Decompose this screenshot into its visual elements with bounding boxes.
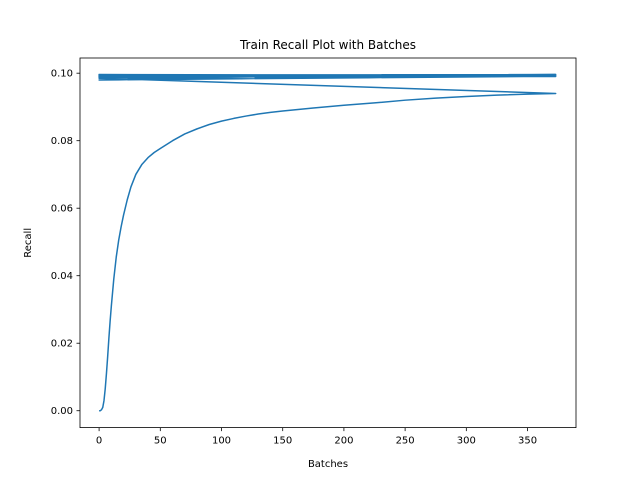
- x-tick-label: 250: [396, 436, 415, 447]
- x-tick-label: 100: [212, 436, 231, 447]
- x-tick-label: 300: [457, 436, 476, 447]
- axes-frame: [79, 57, 577, 429]
- y-tick-label: 0.02: [51, 339, 73, 350]
- x-tick-label: 150: [273, 436, 292, 447]
- y-axis-label: Recall: [23, 228, 34, 258]
- plot-layer: [98, 73, 557, 412]
- y-tick-label: 0.08: [51, 136, 73, 147]
- y-tick-label: 0.04: [51, 271, 73, 282]
- x-tick-label: 350: [518, 436, 537, 447]
- x-tick-label: 50: [154, 436, 167, 447]
- chart-title: Train Recall Plot with Batches: [239, 38, 416, 52]
- ticks-layer: 0 50 100 150 200 250 300 350 0.00 0.02 0.04 0.06 0.0…: [51, 69, 537, 447]
- y-tick-label: 0.06: [51, 204, 73, 215]
- series-line-0: [98, 73, 557, 412]
- x-tick-label: 0: [96, 436, 102, 447]
- y-tick-label: 0.10: [51, 69, 73, 80]
- x-axis-label: Batches: [308, 459, 348, 470]
- y-tick-label: 0.00: [51, 406, 73, 417]
- x-tick-label: 200: [334, 436, 353, 447]
